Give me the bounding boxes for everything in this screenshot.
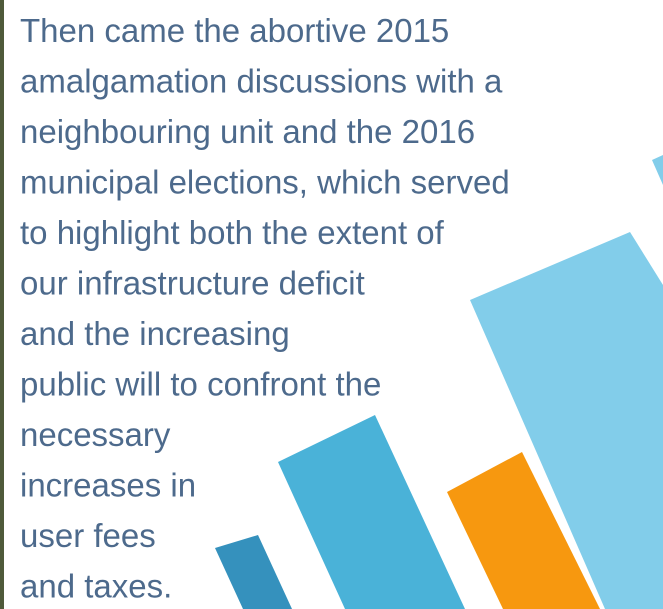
text-line: user fees [20, 517, 156, 554]
text-line: municipal elections, which served [20, 164, 510, 201]
left-edge-strip [0, 0, 4, 609]
light-blue-fragment [652, 155, 663, 185]
text-line: and the increasing [20, 315, 290, 352]
text-line: Then came the abortive 2015 [20, 12, 449, 49]
light-blue-bar [470, 232, 663, 609]
text-line: to highlight both the extent of [20, 214, 445, 251]
text-line: necessary [20, 416, 171, 453]
text-line: public will to confront the [20, 366, 381, 403]
text-line: and taxes. [20, 568, 172, 605]
decorative-bars [215, 155, 663, 609]
text-line: increases in [20, 467, 196, 504]
text-line: amalgamation discussions with a [20, 63, 503, 100]
medium-blue-bar [278, 415, 465, 609]
text-line: neighbouring unit and the 2016 [20, 113, 475, 150]
orange-bar [447, 452, 600, 609]
dark-blue-bar [215, 535, 292, 609]
text-line: our infrastructure deficit [20, 265, 365, 302]
paragraph: Then came the abortive 2015 amalgamation … [19, 11, 512, 607]
